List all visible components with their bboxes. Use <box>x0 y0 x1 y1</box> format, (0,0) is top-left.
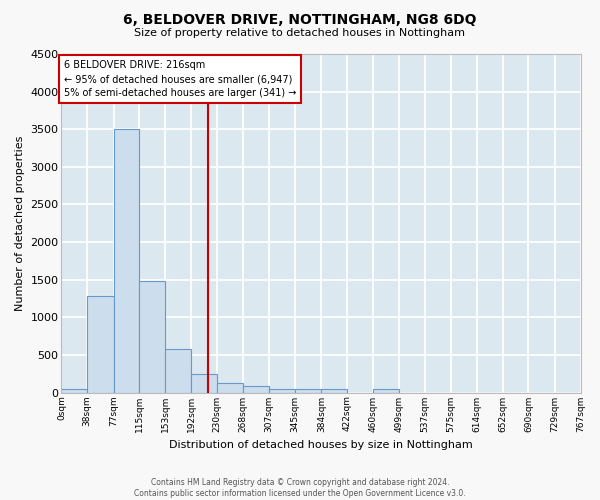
Bar <box>165 349 191 393</box>
Text: 6 BELDOVER DRIVE: 216sqm
← 95% of detached houses are smaller (6,947)
5% of semi: 6 BELDOVER DRIVE: 216sqm ← 95% of detach… <box>64 60 296 98</box>
Bar <box>243 386 269 392</box>
Bar <box>322 389 347 392</box>
Bar <box>139 281 165 392</box>
Bar <box>113 129 139 392</box>
Bar <box>269 389 295 392</box>
Y-axis label: Number of detached properties: Number of detached properties <box>15 136 25 311</box>
Bar <box>61 389 87 392</box>
Text: Contains HM Land Registry data © Crown copyright and database right 2024.
Contai: Contains HM Land Registry data © Crown c… <box>134 478 466 498</box>
Bar <box>191 374 217 392</box>
Bar <box>373 389 399 392</box>
Bar <box>217 382 243 392</box>
X-axis label: Distribution of detached houses by size in Nottingham: Distribution of detached houses by size … <box>169 440 473 450</box>
Bar <box>87 296 113 392</box>
Text: 6, BELDOVER DRIVE, NOTTINGHAM, NG8 6DQ: 6, BELDOVER DRIVE, NOTTINGHAM, NG8 6DQ <box>123 12 477 26</box>
Text: Size of property relative to detached houses in Nottingham: Size of property relative to detached ho… <box>134 28 466 38</box>
Bar <box>295 389 322 392</box>
